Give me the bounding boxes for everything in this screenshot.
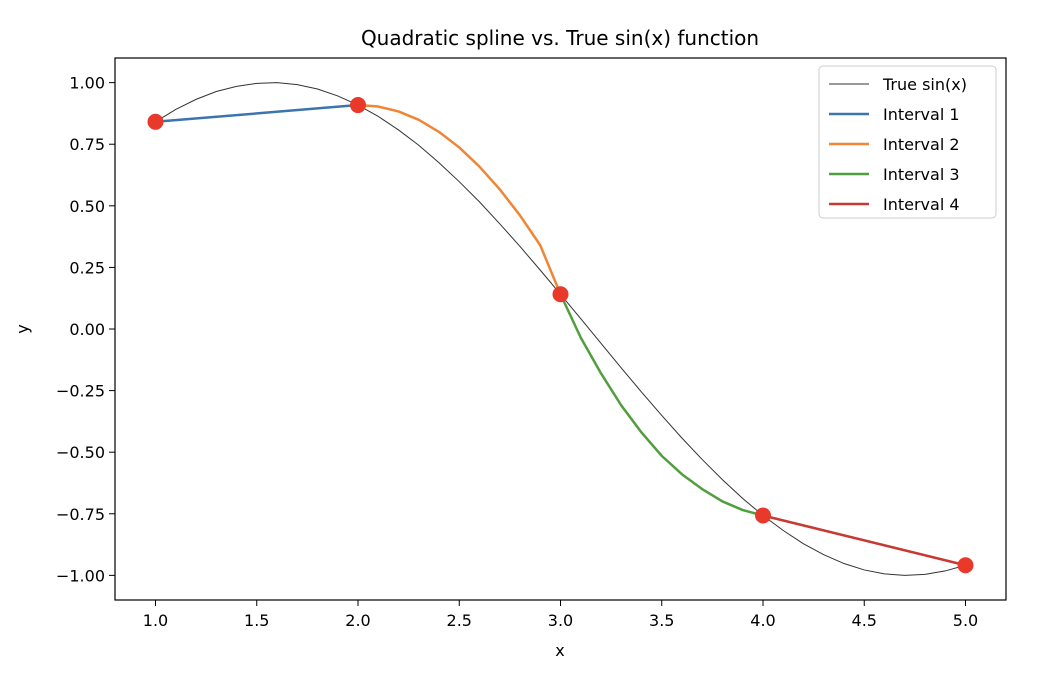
x-tick-label: 1.0 xyxy=(143,611,168,630)
x-tick-label: 4.0 xyxy=(750,611,775,630)
x-tick-label: 3.5 xyxy=(649,611,674,630)
interval-1-line xyxy=(154,103,360,124)
interval-3-line xyxy=(559,293,765,517)
legend-label: True sin(x) xyxy=(882,75,967,94)
legend-label: Interval 3 xyxy=(883,165,960,184)
knot-point xyxy=(552,286,569,303)
y-tick-label: 0.00 xyxy=(69,320,105,339)
y-tick-label: 0.25 xyxy=(69,258,105,277)
y-tick-label: 0.75 xyxy=(69,135,105,154)
legend-label: Interval 2 xyxy=(883,135,960,154)
y-tick-label: 1.00 xyxy=(69,74,105,93)
legend: True sin(x) Interval 1 Interval 2 Interval … xyxy=(818,65,997,219)
y-axis: 1.00 0.75 0.50 0.25 0.00 −0.25 −0.50 −0.75 −1.00 xyxy=(56,74,115,585)
x-axis-label: x xyxy=(555,641,564,660)
knot-point xyxy=(350,97,366,114)
y-axis-label: y xyxy=(13,324,32,333)
plot-area xyxy=(147,82,974,576)
knot-point xyxy=(957,557,974,574)
x-tick-label: 2.5 xyxy=(447,611,472,630)
y-tick-label: −0.25 xyxy=(56,382,105,401)
x-tick-label: 2.0 xyxy=(345,611,370,630)
x-tick-label: 1.5 xyxy=(244,611,269,630)
chart-title: Quadratic spline vs. True sin(x) functio… xyxy=(361,26,759,50)
legend-label: Interval 4 xyxy=(883,195,960,214)
x-tick-label: 4.5 xyxy=(852,611,877,630)
interval-4-line xyxy=(761,514,967,567)
interval-2-line xyxy=(356,103,562,296)
x-axis: 1.0 1.5 2.0 2.5 3.0 3.5 4.0 4.5 5.0 xyxy=(143,600,978,630)
y-tick-label: −0.50 xyxy=(56,443,105,462)
x-tick-label: 3.0 xyxy=(548,611,573,630)
legend-label: Interval 1 xyxy=(883,105,960,124)
y-tick-label: −1.00 xyxy=(56,566,105,585)
knot-point xyxy=(755,507,771,524)
y-tick-label: −0.75 xyxy=(56,505,105,524)
x-tick-label: 5.0 xyxy=(953,611,978,630)
y-tick-label: 0.50 xyxy=(69,197,105,216)
legend-box xyxy=(818,65,997,219)
knot-point xyxy=(147,113,164,130)
